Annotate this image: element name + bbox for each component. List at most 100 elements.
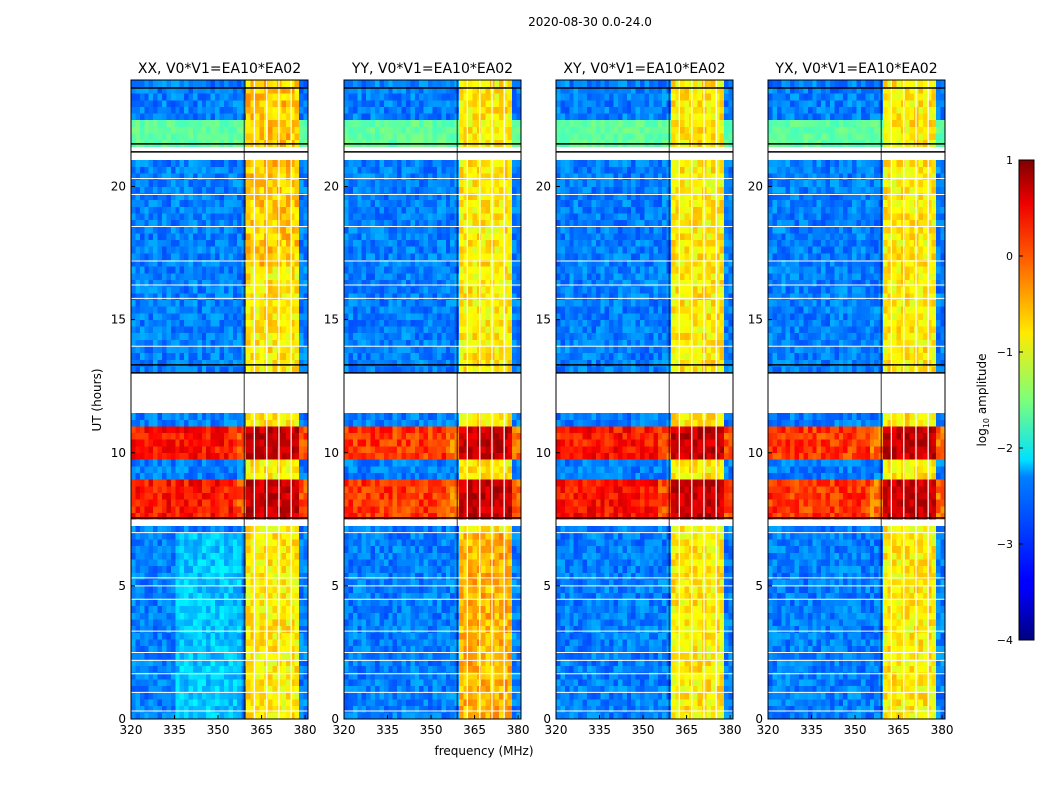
heatmap-cell xyxy=(405,659,411,667)
heatmap-cell xyxy=(254,432,260,440)
heatmap-cell xyxy=(432,492,438,500)
heatmap-cell xyxy=(219,552,225,560)
heatmap-cell xyxy=(153,479,158,487)
heatmap-cell xyxy=(374,699,380,706)
heatmap-cell xyxy=(397,665,402,673)
heatmap-cell xyxy=(166,233,172,241)
heatmap-cell xyxy=(184,219,189,227)
heatmap-cell xyxy=(184,179,189,187)
heatmap-cell xyxy=(281,119,287,127)
heatmap-cell xyxy=(259,499,265,507)
heatmap-cell xyxy=(259,705,265,713)
heatmap-cell xyxy=(170,339,176,347)
heatmap-cell xyxy=(263,339,269,347)
heatmap-cell xyxy=(144,166,149,174)
heatmap-cell xyxy=(188,86,194,94)
heatmap-cell xyxy=(472,506,478,513)
heatmap-cell xyxy=(436,625,442,633)
heatmap-cell xyxy=(263,632,269,640)
heatmap-cell xyxy=(157,559,163,567)
heatmap-cell xyxy=(210,133,216,141)
heatmap-cell xyxy=(144,432,149,440)
heatmap-cell xyxy=(366,499,371,507)
heatmap-cell xyxy=(153,625,158,633)
heatmap-cell xyxy=(188,525,194,533)
heatmap-cell xyxy=(206,299,211,307)
heatmap-cell xyxy=(303,366,309,374)
heatmap-cell xyxy=(188,412,194,420)
heatmap-cell xyxy=(148,326,154,334)
heatmap-cell xyxy=(259,93,265,101)
heatmap-cell xyxy=(215,486,220,493)
heatmap-cell xyxy=(254,652,260,660)
heatmap-cell xyxy=(153,99,158,107)
heatmap-cell xyxy=(161,253,167,261)
heatmap-cell xyxy=(219,133,225,141)
heatmap-cell xyxy=(237,273,242,280)
heatmap-cell xyxy=(170,199,176,207)
heatmap-cell xyxy=(463,712,469,720)
heatmap-cell xyxy=(131,512,136,520)
heatmap-cell xyxy=(175,193,180,201)
heatmap-cell xyxy=(272,273,278,280)
heatmap-cell xyxy=(516,545,522,553)
heatmap-cell xyxy=(179,179,185,187)
heatmap-cell xyxy=(148,286,154,294)
heatmap-cell xyxy=(294,319,300,327)
heatmap-cell xyxy=(263,366,269,374)
heatmap-cell xyxy=(299,532,304,540)
heatmap-cell xyxy=(272,159,278,167)
heatmap-cell xyxy=(285,206,291,214)
heatmap-cell xyxy=(219,659,225,667)
heatmap-cell xyxy=(144,199,149,207)
heatmap-cell xyxy=(401,579,407,587)
heatmap-cell xyxy=(459,619,464,627)
heatmap-cell xyxy=(445,619,451,627)
heatmap-cell xyxy=(157,612,163,620)
heatmap-cell xyxy=(184,133,189,141)
heatmap-cell xyxy=(481,612,486,620)
heatmap-cell xyxy=(357,552,362,560)
heatmap-cell xyxy=(144,119,149,127)
heatmap-cell xyxy=(272,279,278,287)
heatmap-cell xyxy=(197,332,203,340)
heatmap-cell xyxy=(223,286,229,294)
heatmap-cell xyxy=(383,479,389,487)
heatmap-cell xyxy=(259,226,265,234)
heatmap-cell xyxy=(348,539,354,547)
heatmap-cell xyxy=(494,585,500,593)
heatmap-cell xyxy=(175,179,180,187)
heatmap-cell xyxy=(463,699,469,706)
heatmap-cell xyxy=(344,639,349,647)
heatmap-cell xyxy=(192,206,198,214)
heatmap-cell xyxy=(344,472,349,480)
heatmap-cell xyxy=(397,685,402,693)
heatmap-cell xyxy=(153,672,158,680)
heatmap-cell xyxy=(215,366,220,374)
heatmap-cell xyxy=(139,359,145,367)
heatmap-cell xyxy=(259,565,265,573)
heatmap-cell xyxy=(192,299,198,307)
heatmap-cell xyxy=(246,579,251,587)
heatmap-cell xyxy=(268,306,273,314)
heatmap-cell xyxy=(175,612,180,620)
heatmap-cell xyxy=(197,173,203,181)
heatmap-cell xyxy=(467,552,473,560)
heatmap-cell xyxy=(303,572,309,580)
heatmap-cell xyxy=(299,685,304,693)
heatmap-cell xyxy=(157,339,163,347)
heatmap-cell xyxy=(254,179,260,187)
heatmap-cell xyxy=(157,326,163,334)
heatmap-cell xyxy=(139,559,145,567)
heatmap-cell xyxy=(144,579,149,587)
heatmap-cell xyxy=(197,86,203,94)
heatmap-cell xyxy=(210,659,216,667)
heatmap-cell xyxy=(179,685,185,693)
heatmap-cell xyxy=(170,179,176,187)
heatmap-cell xyxy=(250,699,256,706)
heatmap-cell xyxy=(459,672,464,680)
heatmap-cell xyxy=(263,199,269,207)
heatmap-cell xyxy=(192,652,198,660)
heatmap-cell xyxy=(370,559,376,567)
heatmap-cell xyxy=(290,579,296,587)
